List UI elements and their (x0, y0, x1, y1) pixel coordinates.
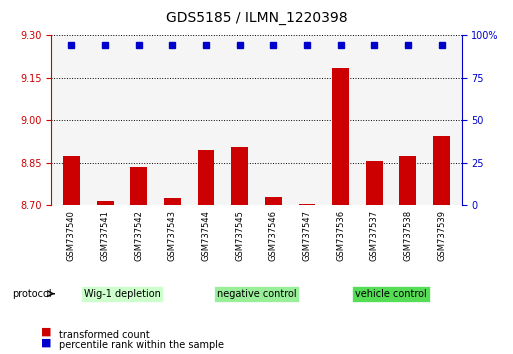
Bar (433, 136, 450, 205)
Bar (400, 156, 416, 205)
Text: protocol: protocol (12, 289, 51, 299)
Bar (366, 161, 383, 205)
Bar (265, 197, 282, 205)
Bar (97, 201, 113, 205)
Bar (299, 204, 315, 205)
Text: ■: ■ (41, 326, 51, 337)
Text: Wig-1 depletion: Wig-1 depletion (84, 289, 161, 299)
Bar (198, 150, 214, 205)
Bar (231, 147, 248, 205)
Bar (130, 167, 147, 205)
Bar (332, 68, 349, 205)
Text: percentile rank within the sample: percentile rank within the sample (59, 340, 224, 350)
Bar (63, 156, 80, 205)
Text: transformed count: transformed count (59, 330, 150, 339)
Bar (164, 198, 181, 205)
Text: GDS5185 / ILMN_1220398: GDS5185 / ILMN_1220398 (166, 11, 347, 25)
Text: negative control: negative control (216, 289, 297, 299)
Text: ■: ■ (41, 337, 51, 347)
Text: vehicle control: vehicle control (355, 289, 427, 299)
